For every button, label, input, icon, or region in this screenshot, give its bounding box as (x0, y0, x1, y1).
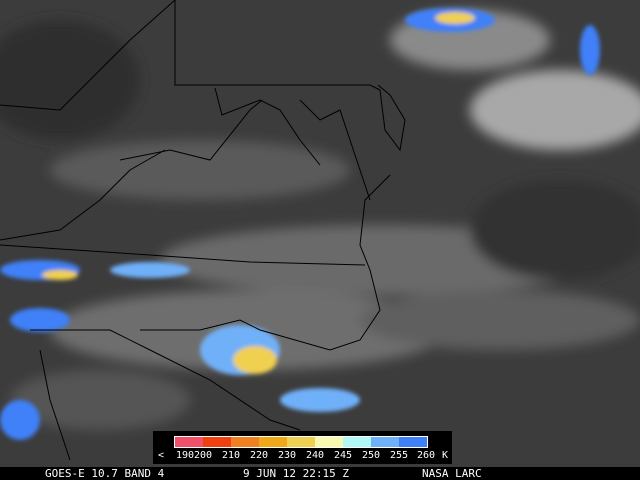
observation-datetime: 9 JUN 12 22:15 Z (243, 467, 349, 480)
color-scale-segment (203, 437, 231, 447)
color-scale-segment (371, 437, 399, 447)
cold-cloud-tops (0, 8, 600, 440)
legend-tick: 200 (193, 450, 213, 461)
satellite-band-label: GOES-E 10.7 BAND 4 (45, 467, 165, 480)
legend-tick: 255 (389, 450, 409, 461)
color-scale-segment (343, 437, 371, 447)
legend-less-than: < (157, 450, 165, 461)
legend-tick: 210 (221, 450, 241, 461)
legend-tick-labels: < 190 200 210 220 230 240 245 250 255 26… (153, 450, 452, 462)
legend-tick: 240 (305, 450, 325, 461)
legend-tick: 260 (416, 450, 436, 461)
color-scale-segment (315, 437, 343, 447)
legend-unit: K (441, 450, 449, 461)
state-borders (0, 0, 406, 461)
legend-tick: 220 (249, 450, 269, 461)
color-scale-segment (287, 437, 315, 447)
color-scale-segment (259, 437, 287, 447)
credit-label: NASA LARC (422, 467, 482, 480)
legend-tick: 190 (175, 450, 195, 461)
legend-tick: 245 (333, 450, 353, 461)
legend-tick: 250 (361, 450, 381, 461)
color-scale-bar (174, 436, 428, 448)
image-caption: GOES-E 10.7 BAND 4 9 JUN 12 22:15 Z NASA… (0, 467, 640, 480)
color-scale-segment (231, 437, 259, 447)
color-scale-segment (175, 437, 203, 447)
color-scale-segment (399, 437, 427, 447)
legend-tick: 230 (277, 450, 297, 461)
temperature-legend: < 190 200 210 220 230 240 245 250 255 26… (153, 431, 452, 464)
